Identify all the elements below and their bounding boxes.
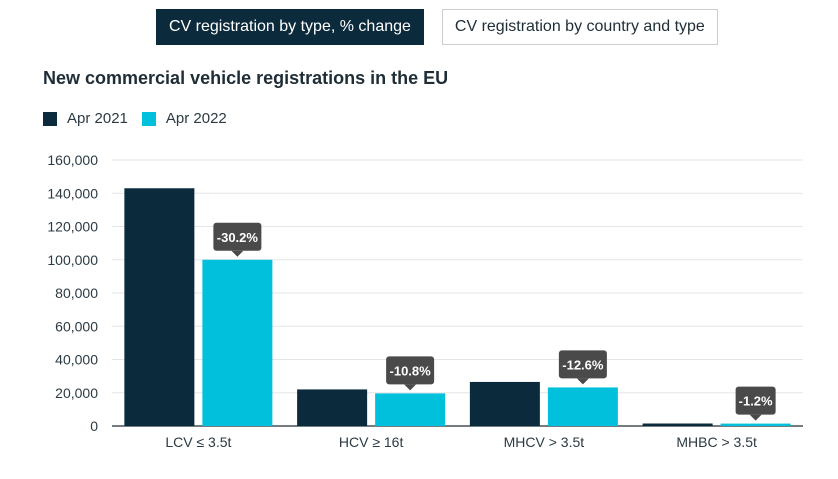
bar-apr-2021	[124, 188, 195, 426]
annotation-box	[558, 350, 607, 379]
data-label: -1.2%	[739, 394, 773, 409]
legend-item-apr-2021[interactable]: Apr 2021	[43, 110, 128, 127]
annotation-box	[386, 356, 435, 385]
y-tick-label: 140,000	[47, 185, 98, 201]
tab-cv-registration-by-country[interactable]: CV registration by country and type	[441, 9, 718, 45]
bar-apr-2022	[375, 393, 446, 426]
data-label: -30.2%	[217, 230, 259, 245]
bar-apr-2021	[469, 381, 540, 426]
bar-apr-2022	[720, 423, 791, 426]
legend-swatch-apr-2021	[43, 111, 57, 126]
tab-bar: CV registration by type, % change CV reg…	[156, 9, 718, 45]
annotation-pointer	[231, 250, 244, 257]
bar-apr-2021	[297, 389, 368, 426]
annotation-pointer	[749, 414, 762, 421]
y-tick-label: 80,000	[55, 285, 98, 301]
annotation-box	[735, 386, 776, 415]
bar-apr-2022	[202, 259, 273, 426]
legend-swatch-apr-2022	[141, 111, 156, 126]
tab-cv-registration-by-type[interactable]: CV registration by type, % change	[156, 9, 424, 45]
y-tick-label: 160,000	[47, 152, 98, 168]
legend-label-apr-2021: Apr 2021	[67, 110, 128, 127]
y-tick-label: 40,000	[55, 352, 98, 368]
annotation-pointer	[576, 378, 589, 385]
x-tick-label: LCV ≤ 3.5t	[165, 434, 231, 450]
x-tick-label: MHCV > 3.5t	[504, 434, 585, 450]
x-tick-label: MHBC > 3.5t	[676, 434, 757, 450]
data-label: -10.8%	[390, 363, 432, 378]
y-tick-label: 120,000	[47, 219, 98, 235]
y-tick-label: 0	[90, 418, 98, 434]
annotation-pointer	[404, 384, 417, 391]
legend-label-apr-2022: Apr 2022	[165, 110, 227, 127]
bar-apr-2022	[547, 387, 618, 426]
data-label: -12.6%	[562, 357, 604, 372]
chart-legend: Apr 2021 Apr 2022	[43, 110, 241, 127]
bar-apr-2021	[642, 423, 713, 426]
legend-item-apr-2022[interactable]: Apr 2022	[141, 110, 227, 127]
annotation-box	[213, 222, 262, 251]
y-tick-label: 20,000	[55, 385, 98, 401]
x-tick-label: HCV ≥ 16t	[339, 434, 404, 450]
y-tick-label: 100,000	[47, 252, 98, 268]
chart-title: New commercial vehicle registrations in …	[43, 68, 449, 88]
y-tick-label: 60,000	[55, 318, 98, 334]
